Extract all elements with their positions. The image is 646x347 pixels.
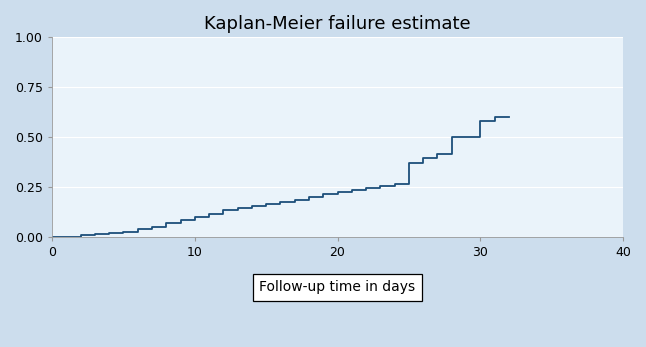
Text: Follow-up time in days: Follow-up time in days: [260, 280, 415, 294]
Title: Kaplan-Meier failure estimate: Kaplan-Meier failure estimate: [204, 15, 471, 33]
